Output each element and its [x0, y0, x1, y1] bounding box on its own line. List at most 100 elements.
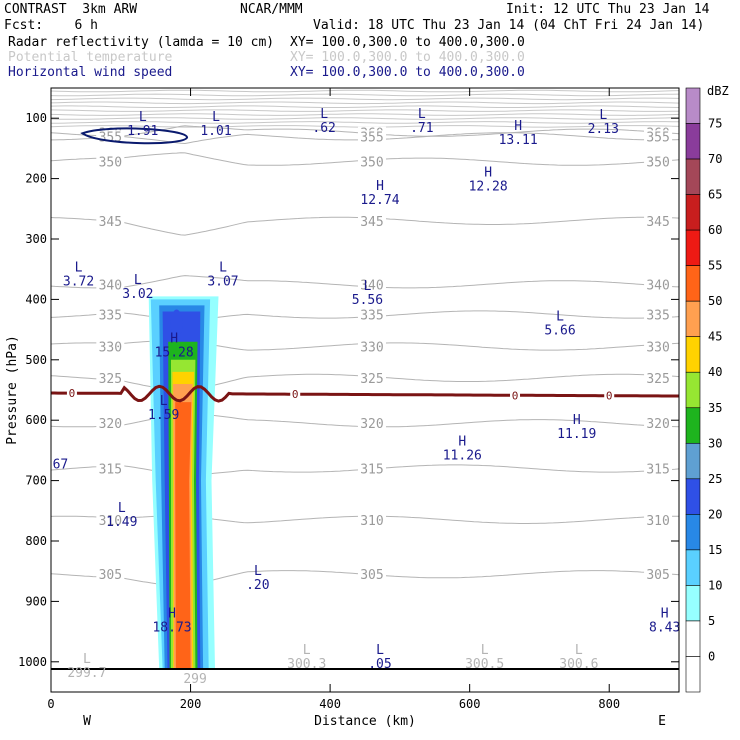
theta-label-325-2: 325: [646, 372, 669, 387]
colorbar-swatch-3: [685, 194, 701, 231]
extremum-value-24: 300.5: [465, 657, 504, 672]
extremum-value-18: 1.49: [106, 515, 137, 530]
extremum-type-15: H: [573, 413, 581, 428]
plot-area: 3603603603553553553503503503453453453403…: [51, 89, 680, 687]
theta-label-bg: [96, 278, 125, 293]
theta-label-bg: [96, 214, 125, 229]
west-label: W: [83, 714, 91, 729]
extremum-value-6: 12.74: [360, 193, 399, 208]
y-tick-label-500: 500: [25, 353, 47, 367]
theta-label-335-0: 335: [99, 309, 122, 324]
extremum-type-19: L: [254, 564, 262, 579]
colorbar-swatch-8: [685, 371, 701, 409]
wind-speed-contour: [80, 127, 189, 145]
colorbar-level-0: 0: [708, 649, 715, 663]
field-1-xy: XY= 100.0,300.0 to 400.0,300.0: [290, 35, 525, 50]
y-tick-label-400: 400: [25, 292, 47, 306]
extremum-value-16: 11.26: [443, 448, 482, 463]
theta-contour-upper-7: [51, 117, 679, 120]
zero-label-bg: [604, 388, 615, 401]
colorbar-swatch-14: [685, 585, 701, 622]
extremum-value-27: 299: [183, 672, 206, 687]
theta-label-bg: [644, 462, 673, 477]
theta-label-335-1: 335: [360, 309, 383, 324]
theta-label-330-0: 330: [99, 341, 122, 356]
x-tick-label-600: 600: [459, 697, 481, 711]
extremum-value-0: 1.91: [127, 124, 158, 139]
theta-label-bg: [357, 155, 386, 170]
theta-contour-upper-4: [51, 105, 679, 108]
forecast-hour: Fcst: 6 h: [4, 18, 98, 33]
x-tick-label-400: 400: [319, 697, 341, 711]
extremum-type-16: H: [458, 434, 466, 449]
theta-label-bg: [644, 308, 673, 323]
theta-label-bg: [644, 417, 673, 432]
extremum-value-21: 8.43: [649, 621, 680, 636]
theta-label-bg: [644, 130, 673, 145]
extremum-value-15: 11.19: [557, 427, 596, 442]
extremum-value-19: .20: [246, 578, 269, 593]
extremum-type-3: L: [418, 107, 426, 122]
extremum-value-2: .62: [312, 121, 335, 136]
org-label: NCAR/MMM: [240, 2, 303, 17]
colorbar-level-20: 20: [708, 507, 722, 521]
theta-label-315-1: 315: [360, 463, 383, 478]
colorbar-swatch-12: [685, 514, 701, 551]
theta-label-355-2: 355: [646, 130, 669, 145]
extremum-value-4: 13.11: [499, 133, 538, 148]
theta-label-350-1: 350: [360, 156, 383, 171]
extremum-type-11: L: [364, 279, 372, 294]
theta-label-305-1: 305: [360, 568, 383, 583]
colorbar-swatch-4: [685, 229, 701, 266]
colorbar-swatch-15: [685, 620, 701, 657]
theta-label-315-2: 315: [646, 463, 669, 478]
colorbar-swatch-10: [685, 442, 701, 480]
colorbar-level-10: 10: [708, 578, 722, 592]
colorbar-level-25: 25: [708, 472, 722, 486]
zero-label-bg: [66, 386, 77, 399]
extremum-value-22: .05: [368, 657, 391, 672]
theta-label-305-2: 305: [646, 568, 669, 583]
theta-label-bg: [96, 371, 125, 386]
zero-contour-label-1: 0: [292, 388, 299, 401]
theta-label-320-1: 320: [360, 417, 383, 432]
theta-contour-upper-6: [51, 113, 679, 116]
extremum-type-21: H: [661, 607, 669, 622]
theta-label-bg: [357, 308, 386, 323]
colorbar-swatch-9: [685, 407, 701, 444]
extremum-value-11: 5.56: [352, 293, 383, 308]
theta-label-355-0: 355: [99, 130, 122, 145]
theta-label-bg: [96, 513, 125, 528]
theta-label-bg: [96, 308, 125, 323]
extremum-value-17: 67: [53, 457, 69, 472]
theta-label-340-2: 340: [646, 278, 669, 293]
field-2-xy: XY= 100.0,300.0 to 400.0,300.0: [290, 50, 525, 65]
extremum-value-5: 2.13: [588, 122, 619, 137]
extremum-type-6: H: [376, 179, 384, 194]
theta-label-bg: [644, 371, 673, 386]
extremum-value-26: 299.7: [67, 666, 106, 681]
y-tick-label-1000: 1000: [18, 655, 47, 669]
theta-label-340-1: 340: [360, 278, 383, 293]
theta-label-355-1: 355: [360, 130, 383, 145]
theta-label-345-2: 345: [646, 215, 669, 230]
theta-label-bg: [96, 155, 125, 170]
colorbar-level-45: 45: [708, 330, 722, 344]
extremum-value-25: 300.6: [559, 657, 598, 672]
colorbar-swatch-0: [685, 87, 701, 124]
theta-label-bg: [357, 568, 386, 583]
field-2-name: Potential temperature: [8, 50, 173, 65]
theta-label-bg: [644, 513, 673, 528]
theta-label-310-1: 310: [360, 514, 383, 529]
colorbar-level-35: 35: [708, 401, 722, 415]
colorbar-swatch-5: [685, 265, 701, 302]
theta-label-bg: [644, 155, 673, 170]
colorbar-swatch-6: [685, 300, 701, 338]
init-time: Init: 12 UTC Thu 23 Jan 14: [506, 2, 710, 17]
theta-label-bg: [644, 214, 673, 229]
extremum-type-1: L: [212, 110, 220, 125]
plot-frame: [50, 87, 680, 693]
extremum-type-12: L: [556, 309, 564, 324]
colorbar-level-70: 70: [708, 152, 722, 166]
x-tick-label-200: 200: [180, 697, 202, 711]
